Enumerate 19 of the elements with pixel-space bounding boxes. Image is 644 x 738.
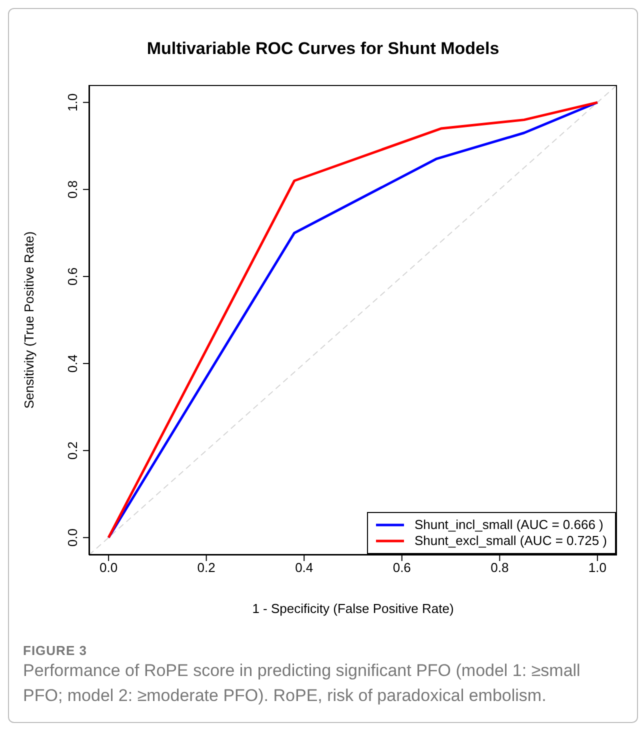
x-tick-label: 0.8 [490, 560, 509, 576]
text: Performance of RoPE score in predicting significant PFO (model 1: ≥small PFO; model 2: ≥moderate PFO). RoPE, risk of paradoxical embolism. [23, 660, 582, 707]
x-tick-label: 0.4 [295, 560, 314, 576]
y-axis-title: Sensitivity (True Positive Rate) [22, 231, 37, 409]
x-axis-title: 1 - Specificity (False Positive Rate) [252, 601, 454, 616]
x-tick-label: 0.0 [100, 560, 118, 576]
y-tick-label: 0.4 [65, 354, 80, 373]
y-tick-label: 0.2 [65, 442, 80, 460]
legend-label: Shunt_excl_small (AUC = 0.725 ) [414, 533, 607, 549]
chart-title: Multivariable ROC Curves for Shunt Models [146, 38, 500, 60]
x-tick-label: 0.6 [392, 560, 411, 576]
x-tick-label: 1.0 [588, 560, 606, 576]
y-tick-label: 0.8 [65, 180, 80, 198]
caption: FIGURE 3 [23, 643, 88, 658]
y-tick-label: 0.6 [65, 267, 80, 286]
x-tick-label: 0.2 [197, 560, 216, 576]
y-tick-label: 1.0 [65, 93, 80, 112]
legend-label: Shunt_incl_small (AUC = 0.666 ) [414, 517, 604, 533]
y-tick-label: 0.0 [65, 528, 80, 547]
